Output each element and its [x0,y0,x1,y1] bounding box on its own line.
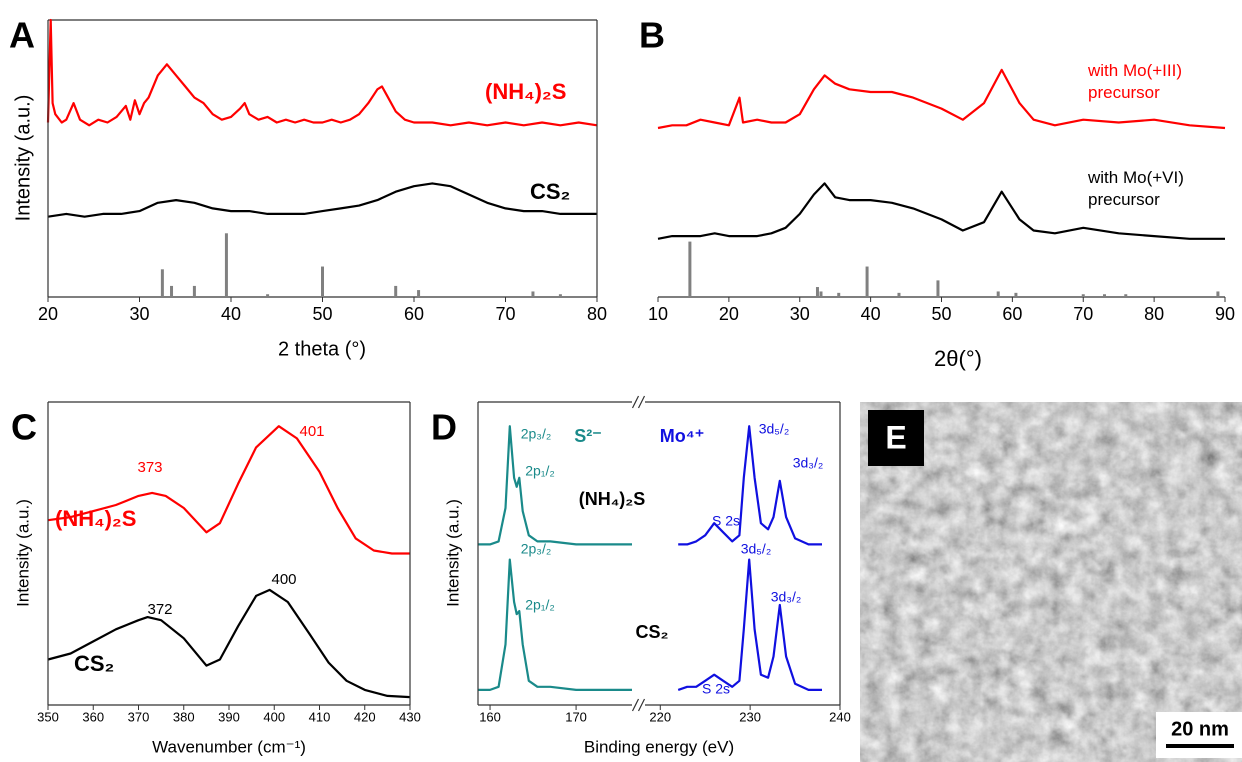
series-label: with Mo(+III) precursor [1088,61,1182,103]
series-label: (NH₄)₂S [485,79,567,104]
spectrum-line [657,68,1226,130]
axis-break [637,698,646,712]
x-axis-label: 2 theta (°) [278,338,366,360]
spectrum-line [478,558,632,691]
panel-label-box [868,410,924,466]
annotation: 400 [271,571,296,588]
tem-image: E 20 nm [860,402,1242,762]
axis-break [637,395,646,409]
series-label: CS₂ [530,179,571,204]
x-tick-label: 390 [218,709,240,724]
annotation: 372 [147,601,172,618]
x-tick-label: 160 [479,709,501,724]
x-tick-label: 220 [649,709,671,724]
annotation: 3d₅/₂ [759,421,790,437]
y-axis-label: Intensity (a.u.) [12,95,34,222]
x-tick-label: 50 [312,304,332,324]
panel-label: B [639,15,665,56]
annotation: 3d₅/₂ [741,541,772,557]
x-tick-label: 360 [82,709,104,724]
panel-label: D [431,407,457,448]
panel-label: E [885,419,906,455]
spectrum-line [657,182,1225,240]
annotation: 2p₁/₂ [525,597,555,613]
spectrum-line [46,18,598,127]
scale-bar-box [1156,712,1242,758]
x-tick-label: 80 [587,304,607,324]
spectrum-line [677,558,822,691]
spectrum-line [678,425,822,546]
annotation: S²⁻ [574,426,602,446]
x-tick-label: 70 [1073,304,1093,324]
spectrum-line [47,425,410,555]
x-tick-label: 90 [1215,304,1235,324]
axis-break [631,698,640,712]
annotation: 3d₃/₂ [793,455,824,471]
x-tick-label: 20 [38,304,58,324]
x-tick-label: 50 [931,304,951,324]
x-tick-label: 240 [829,709,851,724]
spectrum-line [47,588,411,699]
x-tick-label: 170 [565,709,587,724]
axis-break [631,395,640,409]
annotation: 2p₃/₂ [521,541,552,557]
annotation: S 2s [712,513,740,529]
spectrum-line [478,425,632,546]
series-label: (NH₄)₂S [55,506,137,531]
spectrum-line [47,182,597,218]
x-tick-label: 40 [861,304,881,324]
x-tick-label: 80 [1144,304,1164,324]
x-tick-label: 420 [354,709,376,724]
x-tick-label: 20 [719,304,739,324]
series-label: with Mo(+VI) precursor [1088,168,1184,210]
scale-bar-label: 20 nm [1171,718,1229,740]
annotation: 2p₁/₂ [525,463,555,479]
annotation: 2p₃/₂ [521,426,552,442]
annotation: 3d₃/₂ [771,589,802,605]
x-axis-label: Binding energy (eV) [584,737,734,756]
x-tick-label: 230 [739,709,761,724]
x-tick-label: 400 [263,709,285,724]
annotation: 373 [137,459,162,476]
series-label: CS₂ [74,651,115,676]
x-axis-label: 2θ(°) [934,346,982,371]
annotation: Mo⁴⁺ [660,426,704,446]
annotation: CS₂ [635,622,668,642]
x-tick-label: 410 [309,709,331,724]
annotation: 401 [299,423,324,440]
x-tick-label: 380 [173,709,195,724]
x-tick-label: 30 [129,304,149,324]
x-tick-label: 370 [128,709,150,724]
annotation: (NH₄)₂S [579,489,646,509]
y-axis-label: Intensity (a.u.) [443,499,462,607]
x-tick-label: 430 [399,709,421,724]
x-tick-label: 40 [221,304,241,324]
annotation: S 2s [702,681,730,697]
y-axis-label: Intensity (a.u.) [13,499,32,607]
panel-label: C [11,407,37,448]
x-tick-label: 60 [404,304,424,324]
x-axis-label: Wavenumber (cm⁻¹) [152,737,306,756]
x-tick-label: 70 [495,304,515,324]
x-tick-label: 10 [648,304,668,324]
panel-label: A [9,15,35,56]
x-tick-label: 60 [1002,304,1022,324]
x-tick-label: 350 [37,709,59,724]
x-tick-label: 30 [790,304,810,324]
